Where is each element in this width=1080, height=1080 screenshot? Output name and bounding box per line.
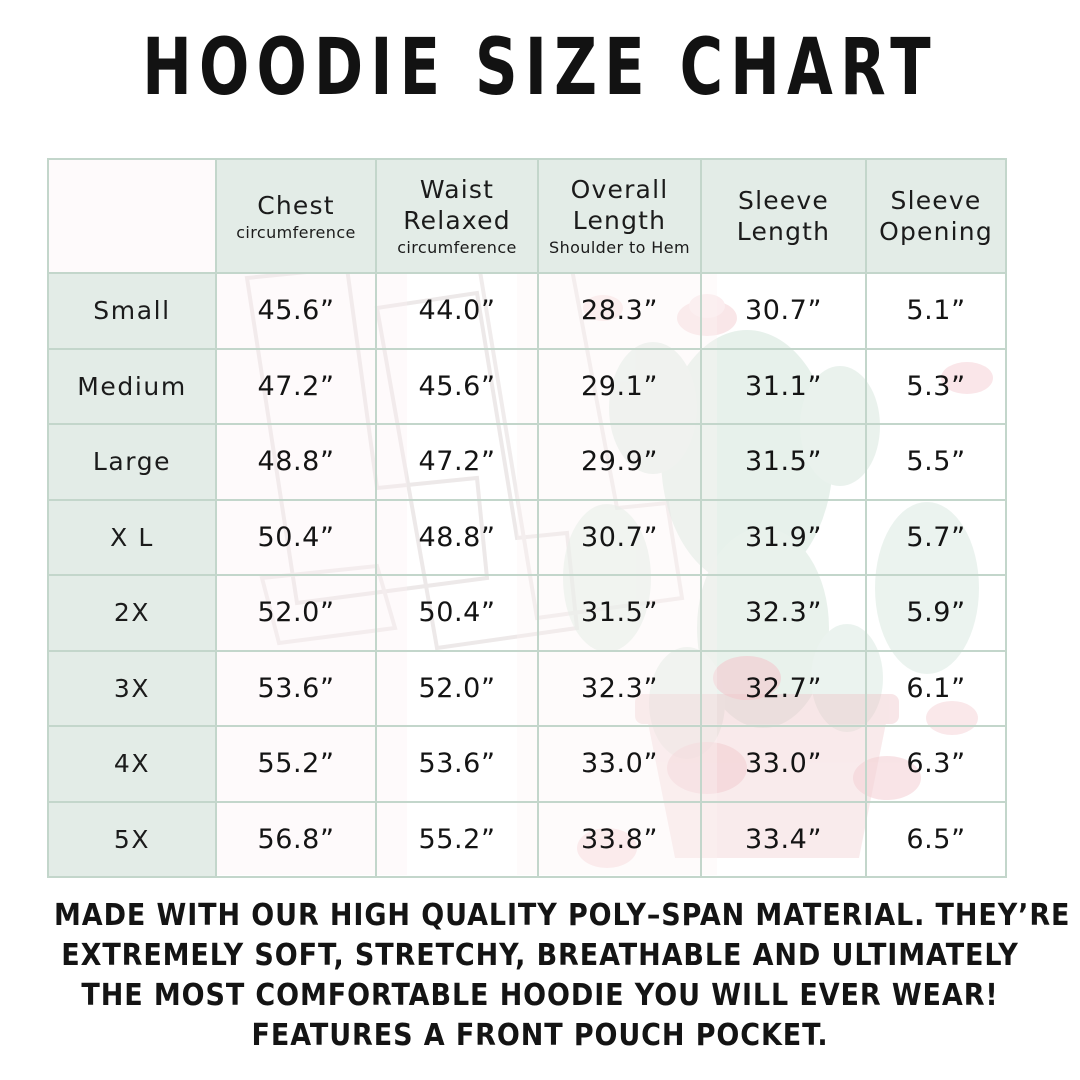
header-cell-sleeve-opening: Sleeve Opening xyxy=(865,158,1007,274)
cell-overall-length: 30.7” xyxy=(537,498,702,576)
cell-size: Large xyxy=(47,423,217,501)
footer-description: MADE WITH OUR HIGH QUALITY POLY–SPAN MAT… xyxy=(0,896,1080,1056)
cell-waist: 48.8” xyxy=(375,498,539,576)
cell-sleeve-opening: 5.9” xyxy=(865,574,1007,652)
table-body: Small 45.6” 44.0” 28.3” 30.7” 5.1” Mediu… xyxy=(47,272,1007,878)
cell-chest: 48.8” xyxy=(215,423,377,501)
cell-chest: 45.6” xyxy=(215,272,377,350)
cell-size: X L xyxy=(47,498,217,576)
cell-size: 4X xyxy=(47,725,217,803)
footer-line-1: MADE WITH OUR HIGH QUALITY POLY–SPAN MAT… xyxy=(54,898,1071,933)
cell-sleeve-opening: 6.3” xyxy=(865,725,1007,803)
header-sleeve-opening-line1: Sleeve xyxy=(890,186,982,215)
cell-waist: 50.4” xyxy=(375,574,539,652)
cell-size: Small xyxy=(47,272,217,350)
table-row: 3X 53.6” 52.0” 32.3” 32.7” 6.1” xyxy=(47,649,1007,727)
cell-overall-length: 31.5” xyxy=(537,574,702,652)
table-row: 5X 56.8” 55.2” 33.8” 33.4” 6.5” xyxy=(47,800,1007,878)
page-title: HOODIE SIZE CHART xyxy=(142,22,938,114)
size-chart-table-container: Chest circumference Waist Relaxed circum… xyxy=(47,158,1007,878)
header-cell-sleeve-length: Sleeve Length xyxy=(700,158,867,274)
cell-waist: 53.6” xyxy=(375,725,539,803)
cell-sleeve-length: 32.3” xyxy=(700,574,867,652)
header-overall-main-line1: Overall xyxy=(570,175,669,204)
footer-line-3: THE MOST COMFORTABLE HOODIE YOU WILL EVE… xyxy=(81,978,999,1013)
cell-waist: 47.2” xyxy=(375,423,539,501)
cell-overall-length: 32.3” xyxy=(537,649,702,727)
cell-overall-length: 33.0” xyxy=(537,725,702,803)
cell-size: 5X xyxy=(47,800,217,878)
cell-waist: 55.2” xyxy=(375,800,539,878)
header-overall-main-line2: Length xyxy=(572,206,667,235)
table-row: X L 50.4” 48.8” 30.7” 31.9” 5.7” xyxy=(47,498,1007,576)
cell-size: Medium xyxy=(47,347,217,425)
cell-overall-length: 29.1” xyxy=(537,347,702,425)
header-cell-overall-length: Overall Length Shoulder to Hem xyxy=(537,158,702,274)
cell-sleeve-length: 32.7” xyxy=(700,649,867,727)
header-waist-sub: circumference xyxy=(397,238,517,257)
header-sleeve-length-line1: Sleeve xyxy=(738,186,829,215)
header-sleeve-opening-line2: Opening xyxy=(879,217,993,246)
cell-waist: 44.0” xyxy=(375,272,539,350)
cell-waist: 45.6” xyxy=(375,347,539,425)
cell-waist: 52.0” xyxy=(375,649,539,727)
header-chest-main: Chest xyxy=(257,190,335,220)
cell-sleeve-opening: 5.3” xyxy=(865,347,1007,425)
header-chest-sub: circumference xyxy=(236,222,356,242)
cell-sleeve-length: 33.0” xyxy=(700,725,867,803)
cell-chest: 53.6” xyxy=(215,649,377,727)
table-row: Medium 47.2” 45.6” 29.1” 31.1” 5.3” xyxy=(47,347,1007,425)
header-overall-sub: Shoulder to Hem xyxy=(549,238,690,257)
cell-overall-length: 29.9” xyxy=(537,423,702,501)
cell-chest: 56.8” xyxy=(215,800,377,878)
cell-sleeve-length: 31.1” xyxy=(700,347,867,425)
header-cell-size xyxy=(47,158,217,274)
cell-size: 3X xyxy=(47,649,217,727)
cell-chest: 47.2” xyxy=(215,347,377,425)
footer-line-4: FEATURES A FRONT POUCH POCKET. xyxy=(251,1018,829,1053)
table-header: Chest circumference Waist Relaxed circum… xyxy=(47,158,1007,274)
cell-sleeve-length: 31.9” xyxy=(700,498,867,576)
cell-sleeve-opening: 6.5” xyxy=(865,800,1007,878)
cell-sleeve-opening: 5.7” xyxy=(865,498,1007,576)
cell-sleeve-opening: 5.5” xyxy=(865,423,1007,501)
size-chart-table: Chest circumference Waist Relaxed circum… xyxy=(47,158,1007,878)
header-row: Chest circumference Waist Relaxed circum… xyxy=(47,158,1007,274)
cell-sleeve-length: 30.7” xyxy=(700,272,867,350)
cell-chest: 55.2” xyxy=(215,725,377,803)
cell-sleeve-length: 33.4” xyxy=(700,800,867,878)
table-row: Large 48.8” 47.2” 29.9” 31.5” 5.5” xyxy=(47,423,1007,501)
header-waist-main-line1: Waist xyxy=(419,175,495,204)
cell-sleeve-opening: 6.1” xyxy=(865,649,1007,727)
cell-size: 2X xyxy=(47,574,217,652)
cell-chest: 52.0” xyxy=(215,574,377,652)
cell-chest: 50.4” xyxy=(215,498,377,576)
cell-overall-length: 33.8” xyxy=(537,800,702,878)
cell-overall-length: 28.3” xyxy=(537,272,702,350)
table-row: 2X 52.0” 50.4” 31.5” 32.3” 5.9” xyxy=(47,574,1007,652)
table-row: 4X 55.2” 53.6” 33.0” 33.0” 6.3” xyxy=(47,725,1007,803)
table-row: Small 45.6” 44.0” 28.3” 30.7” 5.1” xyxy=(47,272,1007,350)
header-waist-main-line2: Relaxed xyxy=(403,206,511,235)
cell-sleeve-length: 31.5” xyxy=(700,423,867,501)
footer-line-2: EXTREMELY SOFT, STRETCHY, BREATHABLE AND… xyxy=(61,938,1019,973)
cell-sleeve-opening: 5.1” xyxy=(865,272,1007,350)
header-cell-waist: Waist Relaxed circumference xyxy=(375,158,539,274)
header-sleeve-length-line2: Length xyxy=(736,217,831,246)
header-cell-chest: Chest circumference xyxy=(215,158,377,274)
